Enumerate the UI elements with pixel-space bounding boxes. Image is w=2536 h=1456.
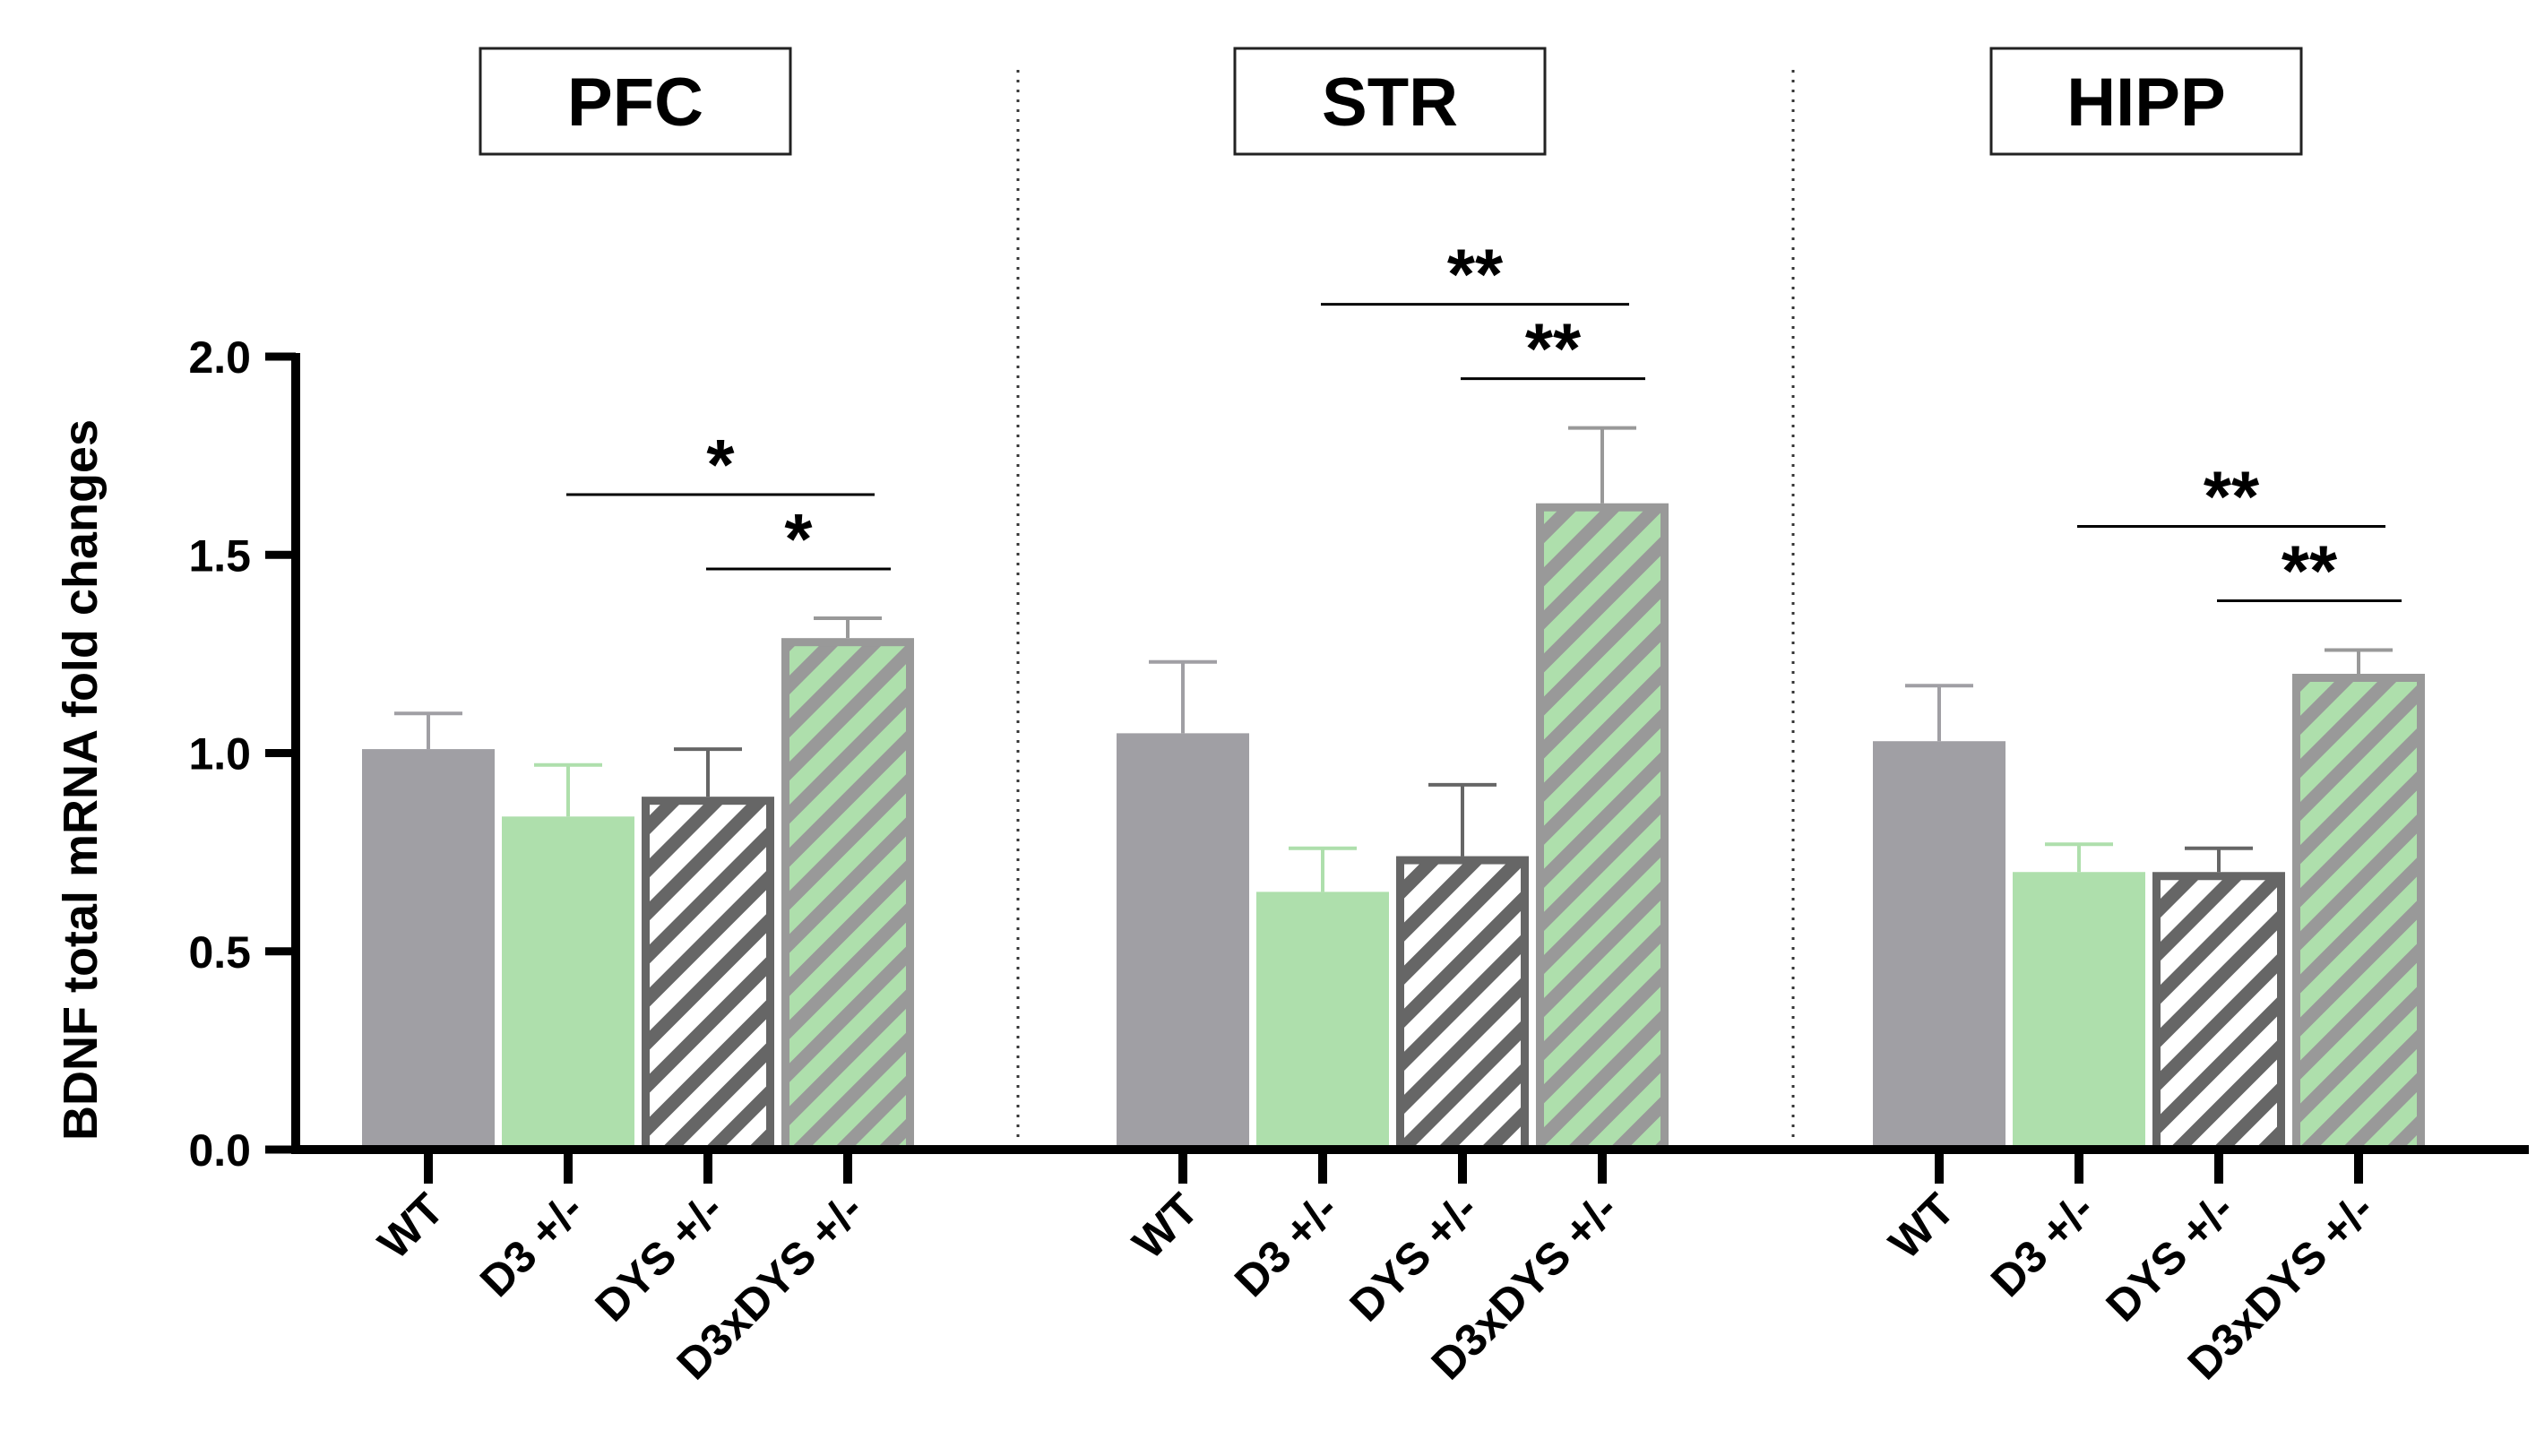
x-tick-label: WT [1123,1184,1208,1269]
chart-axes [265,352,2529,1184]
x-tick-label: WT [368,1184,453,1269]
panel-title-box [1233,47,1547,156]
y-tick-label: 0.0 [188,1125,251,1176]
y-tick-label: 1.5 [188,530,251,581]
panel-title: PFC [567,65,703,141]
panel-title-box [1989,47,2303,156]
bar [2292,674,2425,1154]
bar [362,749,495,1150]
chart-dividers [1016,70,1795,1140]
significance-label: ** [2282,530,2338,610]
y-tick-label: 1.0 [188,729,251,780]
y-axis-label: BDNF total mRNA fold changes [54,419,108,1141]
bar [642,797,774,1154]
panel-title: STR [1322,65,1458,141]
bar [1873,741,2006,1150]
significance-label: * [706,425,735,504]
significance-label: * [784,499,813,579]
panel-title: HIPP [2066,65,2225,141]
chart-text: 0.0 0.5 1.0 1.5 2.0 BDNF total mRNA fold chan… [54,47,2402,1389]
bar [1536,503,1669,1154]
chart-bars [362,426,2425,1154]
x-tick-label: D3 +/- [1225,1184,1348,1306]
significance-label: ** [1525,309,1582,389]
y-tick-label: 0.5 [188,927,251,978]
bar [1396,856,1529,1154]
y-tick-label: 2.0 [188,332,251,383]
bar [2152,872,2285,1154]
bar [781,638,914,1154]
significance-label: ** [1447,235,1504,314]
x-tick-label: D3 +/- [1981,1184,2104,1306]
x-tick-label: D3 +/- [470,1184,593,1306]
significance-label: ** [2204,456,2260,536]
x-tick-label: WT [1879,1184,1964,1269]
panel-title-box [479,47,792,156]
bar [1256,892,1389,1150]
bar [502,816,634,1150]
bar [1117,733,1249,1150]
bar [2013,872,2145,1150]
